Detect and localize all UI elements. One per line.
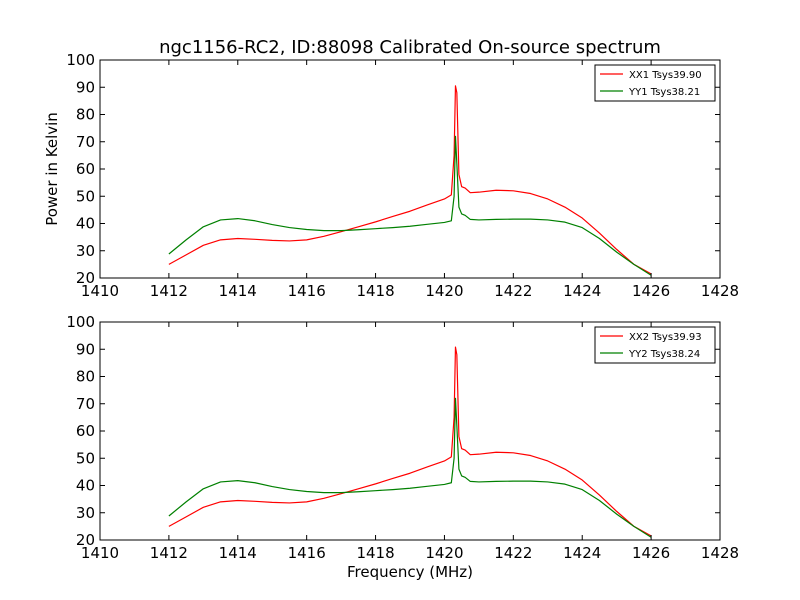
y-tick-label: 80 [76,106,95,124]
legend-label-2: YY2 Tsys38.24 [628,349,700,360]
x-tick-label: 1428 [701,282,739,300]
y-tick-label: 90 [76,78,95,96]
y-tick-label: 60 [76,422,95,440]
bottom-subplot: Frequency (MHz) 1410 1412 1414 1416 1418 1420… [66,313,739,581]
y-tick-label: 100 [66,313,95,331]
y-tick-label: 40 [76,477,95,495]
legend-box [594,64,716,102]
series-line-1 [168,85,652,275]
top-subplot: ngc1156-RC2, ID:88098 Calibrated On-sour… [43,37,739,300]
legend: XX1 Tsys39.90 YY1 Tsys38.21 [594,64,716,102]
x-axis-label: Frequency (MHz) [347,563,473,581]
x-tick-label: 1416 [288,282,326,300]
series-line-1 [168,346,652,537]
y-tick-label: 30 [76,242,95,260]
x-tick-label: 1418 [356,544,394,562]
x-tick-label: 1426 [632,282,670,300]
x-tick-label: 1410 [81,282,119,300]
y-axis-label: Power in Kelvin [43,112,61,226]
y-tick-label: 90 [76,340,95,358]
x-tick-label: 1424 [563,544,601,562]
x-tick-label: 1414 [219,544,257,562]
x-tick-label: 1428 [701,544,739,562]
x-tick-label: 1422 [494,282,532,300]
x-tick-label: 1412 [150,544,188,562]
x-tick-label: 1424 [563,282,601,300]
x-tick-label: 1410 [81,544,119,562]
legend-box [594,326,716,364]
x-tick-label: 1414 [219,282,257,300]
series-line-2 [168,397,652,538]
series-line-2 [168,135,652,276]
x-tick-label: 1420 [425,544,463,562]
x-tick-label: 1426 [632,544,670,562]
y-tick-label: 30 [76,504,95,522]
x-tick-label: 1418 [356,282,394,300]
y-tick-label: 80 [76,368,95,386]
legend-label-1: XX2 Tsys39.93 [629,332,702,343]
y-tick-label: 70 [76,395,95,413]
y-tick-label: 50 [76,449,95,467]
y-tick-label: 100 [66,51,95,69]
chart-title: ngc1156-RC2, ID:88098 Calibrated On-sour… [159,37,661,58]
y-tick-label: 20 [76,269,95,287]
x-tick-label: 1416 [288,544,326,562]
x-tick-label: 1420 [425,282,463,300]
y-tick-label: 50 [76,187,95,205]
y-tick-label: 20 [76,531,95,549]
x-tick-label: 1422 [494,544,532,562]
legend-label-2: YY1 Tsys38.21 [628,87,700,98]
y-tick-label: 70 [76,133,95,151]
y-tick-label: 40 [76,215,95,233]
legend-label-1: XX1 Tsys39.90 [629,70,702,81]
x-tick-label: 1412 [150,282,188,300]
legend: XX2 Tsys39.93 YY2 Tsys38.24 [594,326,716,364]
y-tick-label: 60 [76,160,95,178]
